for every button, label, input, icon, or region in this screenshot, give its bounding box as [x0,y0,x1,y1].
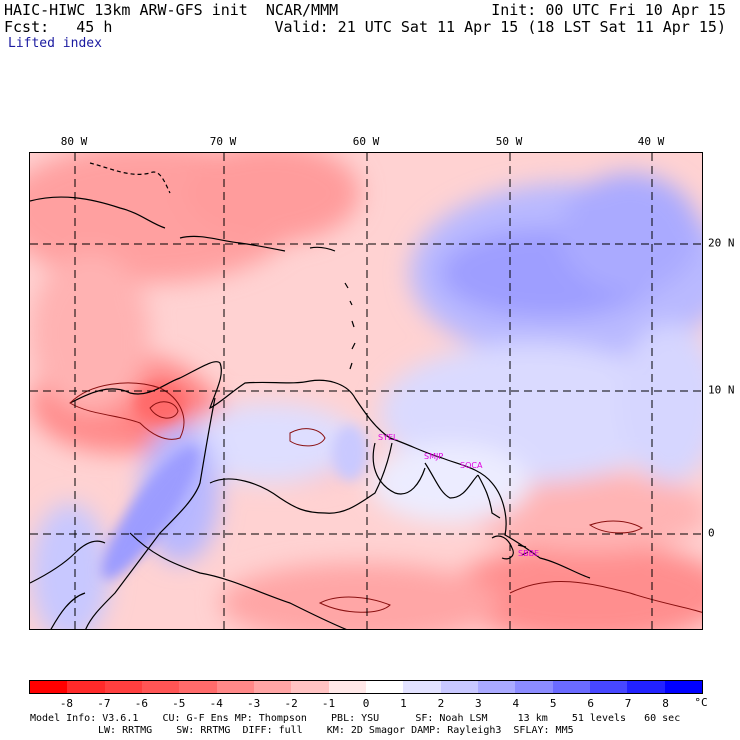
forecast-hour: Fcst: 45 h [4,18,113,36]
lat-label-0: 0 [708,526,715,540]
lat-label-10n: 10 N [708,383,735,397]
colorbar-swatch [30,681,68,693]
lon-label-50w: 50 W [495,135,523,148]
contours [69,382,702,613]
lat-label-20n: 20 N [708,236,735,250]
colorbar-swatch [627,681,665,693]
colorbar-unit: °C [694,696,708,709]
site-label: SMJP [424,452,444,461]
lon-label-40w: 40 W [637,135,665,148]
lon-label-60w: 60 W [352,135,380,148]
colorbar-tick-label: 4 [512,697,520,710]
colorbar-swatch [365,681,404,693]
coastlines [30,162,591,629]
colorbar-swatch [141,681,180,693]
field-shading [30,153,702,629]
colorbar-swatch [328,681,366,693]
lifted-index-map [29,152,703,630]
site-label: SBBE [518,549,540,558]
colorbar-tick-label: 7 [624,697,632,710]
lon-label-70w: 70 W [209,135,237,148]
colorbar-swatch [589,681,628,693]
colorbar-tick-label: 5 [549,697,557,710]
graticule [30,153,702,629]
colorbar-swatch [291,681,329,693]
colorbar-tick-label: -2 [284,697,298,710]
model-title: HAIC-HIWC 13km ARW-GFS init NCAR/MMM [4,1,339,19]
colorbar-swatch [664,681,702,693]
colorbar-tick-label: -7 [97,697,111,710]
colorbar-tick-label: 0 [362,697,370,710]
colorbar-swatch [67,681,105,693]
valid-time: Valid: 21 UTC Sat 11 Apr 15 (18 LST Sat … [274,18,726,36]
colorbar [29,680,703,694]
colorbar-swatch [104,681,142,693]
colorbar-tick-label: 6 [587,697,594,710]
colorbar-tick-label: -6 [134,697,148,710]
colorbar-tick-label: 1 [400,697,407,710]
lon-label-80w: 80 W [60,135,88,148]
site-label: SYEL [378,433,398,442]
colorbar-tick-label: -4 [209,697,223,710]
colorbar-swatch [216,681,254,693]
site-label: SOCA [460,461,483,470]
init-time: Init: 00 UTC Fri 10 Apr 15 [491,1,726,19]
colorbar-swatch [552,681,590,693]
model-info-line1: Model Info: V3.6.1 CU: G-F Ens MP: Thomp… [30,713,681,724]
colorbar-swatch [403,681,441,693]
field-name: Lifted index [8,36,102,51]
colorbar-tick-label: -8 [59,697,74,710]
colorbar-swatch [477,681,516,693]
colorbar-swatch [253,681,292,693]
colorbar-tick-label: 2 [437,697,445,710]
colorbar-swatch [440,681,478,693]
colorbar-tick-label: -1 [321,697,336,710]
colorbar-tick-label: 8 [662,697,669,710]
colorbar-swatch [515,681,553,693]
colorbar-swatch [179,681,217,693]
colorbar-tick-label: -5 [172,697,186,710]
model-info-line2: LW: RRTMG SW: RRTMG DIFF: full KM: 2D Sm… [98,725,574,736]
colorbar-tick-label: 3 [475,697,482,710]
colorbar-tick-label: -3 [247,697,261,710]
